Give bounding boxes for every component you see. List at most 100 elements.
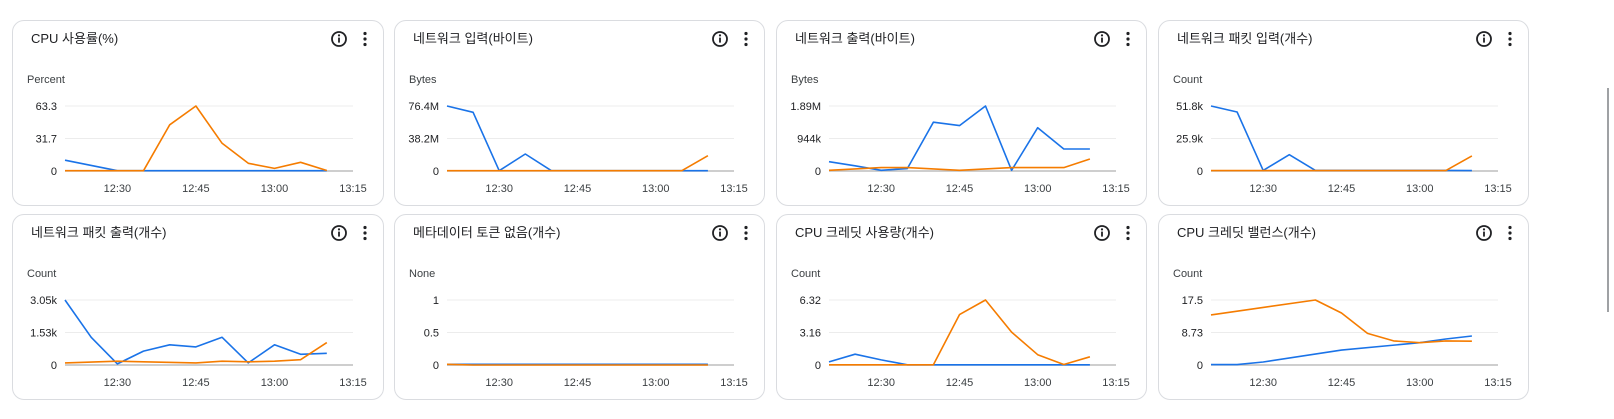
x-tick-label: 12:30 xyxy=(104,377,132,389)
x-tick-label: 13:15 xyxy=(339,183,367,195)
info-icon[interactable] xyxy=(330,30,348,48)
more-vert-icon[interactable] xyxy=(360,224,370,242)
more-vert-icon[interactable] xyxy=(741,224,751,242)
info-icon[interactable] xyxy=(1093,30,1111,48)
chart-title: CPU 사용률(%) xyxy=(31,31,119,46)
y-tick-label: 17.5 xyxy=(1182,295,1203,307)
y-tick-label: 1 xyxy=(433,295,439,307)
series-line-2 xyxy=(64,341,328,364)
line-chart: None 0 0.5 1 12:30 12:45 13:00 13:15 xyxy=(409,268,748,389)
chart-card-cpu-credit-usage: CPU 크레딧 사용량(개수) Count 0 3.16 6.32 12:30 12:45 1… xyxy=(776,214,1147,400)
x-tick-label: 13:15 xyxy=(1484,183,1512,195)
x-tick-label: 12:45 xyxy=(1328,183,1356,195)
chart-card-cpu-credit-balance: CPU 크레딧 밸런스(개수) Count 0 8.73 17.5 12:30 12:45 1… xyxy=(1158,214,1529,400)
window-edge-divider xyxy=(1607,88,1609,312)
more-vert-icon[interactable] xyxy=(741,30,751,48)
y-axis-unit-label: Bytes xyxy=(409,74,437,86)
y-axis-unit-label: Count xyxy=(1173,74,1202,86)
info-icon[interactable] xyxy=(711,224,729,242)
info-icon[interactable] xyxy=(1475,30,1493,48)
y-tick-label: 63.3 xyxy=(36,101,57,113)
x-tick-label: 13:15 xyxy=(720,377,748,389)
y-tick-label: 1.89M xyxy=(790,101,821,113)
series-line-2 xyxy=(1210,299,1472,344)
y-axis-unit-label: Bytes xyxy=(791,74,819,86)
x-tick-label: 12:45 xyxy=(1328,377,1356,389)
chart-card-network-out: 네트워크 출력(바이트) Bytes 0 944k 1.89M 12:30 12:45 13:… xyxy=(776,20,1147,206)
series-line-2 xyxy=(829,299,1091,366)
x-tick-label: 13:00 xyxy=(1024,183,1052,195)
x-tick-label: 13:15 xyxy=(339,377,367,389)
y-tick-label: 944k xyxy=(797,134,821,146)
x-tick-label: 13:00 xyxy=(261,183,289,195)
chart-title: CPU 크레딧 사용량(개수) xyxy=(795,225,935,240)
y-tick-label: 0.5 xyxy=(424,328,439,340)
line-chart: Percent 0 31.7 63.3 12:30 12:45 13:00 13:15 xyxy=(27,74,367,195)
y-axis-unit-label: Count xyxy=(1173,268,1202,280)
y-tick-label: 3.16 xyxy=(800,328,821,340)
line-chart: Count 0 8.73 17.5 12:30 12:45 13:00 13:15 xyxy=(1173,268,1512,389)
y-tick-label: 0 xyxy=(433,166,439,178)
chart-title: 네트워크 입력(바이트) xyxy=(413,31,533,46)
series-line-1 xyxy=(64,159,327,172)
info-icon[interactable] xyxy=(711,30,729,48)
info-icon[interactable] xyxy=(1093,224,1111,242)
x-tick-label: 13:00 xyxy=(1024,377,1052,389)
x-tick-label: 12:45 xyxy=(182,183,210,195)
chart-title: CPU 크레딧 밸런스(개수) xyxy=(1177,225,1317,240)
x-tick-label: 13:00 xyxy=(1406,183,1434,195)
series-line-2 xyxy=(446,363,708,366)
x-tick-label: 12:30 xyxy=(867,183,895,195)
x-tick-label: 12:30 xyxy=(104,183,132,195)
x-tick-label: 13:15 xyxy=(720,183,748,195)
y-axis-unit-label: None xyxy=(409,268,435,280)
y-tick-label: 38.2M xyxy=(408,134,439,146)
chart-card-network-packets-out: 네트워크 패킷 출력(개수) Count 0 1.53k 3.05k 12:30 12:45… xyxy=(12,214,384,400)
line-chart: Bytes 0 944k 1.89M 12:30 12:45 13:00 13:15 xyxy=(790,74,1130,195)
info-icon[interactable] xyxy=(330,224,348,242)
series-line-2 xyxy=(828,158,1091,172)
y-axis-unit-label: Count xyxy=(27,268,56,280)
chart-title: 네트워크 출력(바이트) xyxy=(795,31,915,46)
y-tick-label: 0 xyxy=(815,360,821,372)
y-tick-label: 1.53k xyxy=(30,328,57,340)
y-axis-unit-label: Count xyxy=(791,268,820,280)
y-tick-label: 8.73 xyxy=(1182,328,1203,340)
more-vert-icon[interactable] xyxy=(1123,224,1133,242)
more-vert-icon[interactable] xyxy=(1123,30,1133,48)
x-tick-label: 12:45 xyxy=(564,377,592,389)
x-tick-label: 13:00 xyxy=(1406,377,1434,389)
x-tick-label: 12:30 xyxy=(485,183,513,195)
y-tick-label: 0 xyxy=(1197,360,1203,372)
more-vert-icon[interactable] xyxy=(360,30,370,48)
y-tick-label: 6.32 xyxy=(800,295,821,307)
x-tick-label: 13:15 xyxy=(1484,377,1512,389)
chart-title: 네트워크 패킷 출력(개수) xyxy=(31,225,167,240)
x-tick-label: 12:45 xyxy=(564,183,592,195)
x-tick-label: 12:30 xyxy=(867,377,895,389)
y-tick-label: 0 xyxy=(51,166,57,178)
series-line-1 xyxy=(1211,335,1472,366)
y-tick-label: 51.8k xyxy=(1176,101,1203,113)
series-line-2 xyxy=(447,155,709,172)
chart-card-metadata-no-token: 메타데이터 토큰 없음(개수) None 0 0.5 1 12:30 12:45 13:00 1… xyxy=(394,214,765,400)
more-vert-icon[interactable] xyxy=(1505,224,1515,242)
x-tick-label: 12:45 xyxy=(182,377,210,389)
y-tick-label: 0 xyxy=(51,360,57,372)
line-chart: Count 0 3.16 6.32 12:30 12:45 13:00 13:15 xyxy=(791,268,1130,389)
y-tick-label: 0 xyxy=(815,166,821,178)
info-icon[interactable] xyxy=(1475,224,1493,242)
chart-title: 네트워크 패킷 입력(개수) xyxy=(1177,31,1313,46)
x-tick-label: 13:15 xyxy=(1102,183,1130,195)
x-tick-label: 12:30 xyxy=(1249,183,1277,195)
line-chart: Count 0 1.53k 3.05k 12:30 12:45 13:00 13:15 xyxy=(27,268,367,389)
x-tick-label: 13:15 xyxy=(1102,377,1130,389)
series-line-2 xyxy=(1211,155,1473,172)
y-tick-label: 0 xyxy=(433,360,439,372)
y-tick-label: 25.9k xyxy=(1176,134,1203,146)
x-tick-label: 13:00 xyxy=(642,377,670,389)
more-vert-icon[interactable] xyxy=(1505,30,1515,48)
series-line-1 xyxy=(64,299,327,365)
x-tick-label: 12:45 xyxy=(946,377,974,389)
